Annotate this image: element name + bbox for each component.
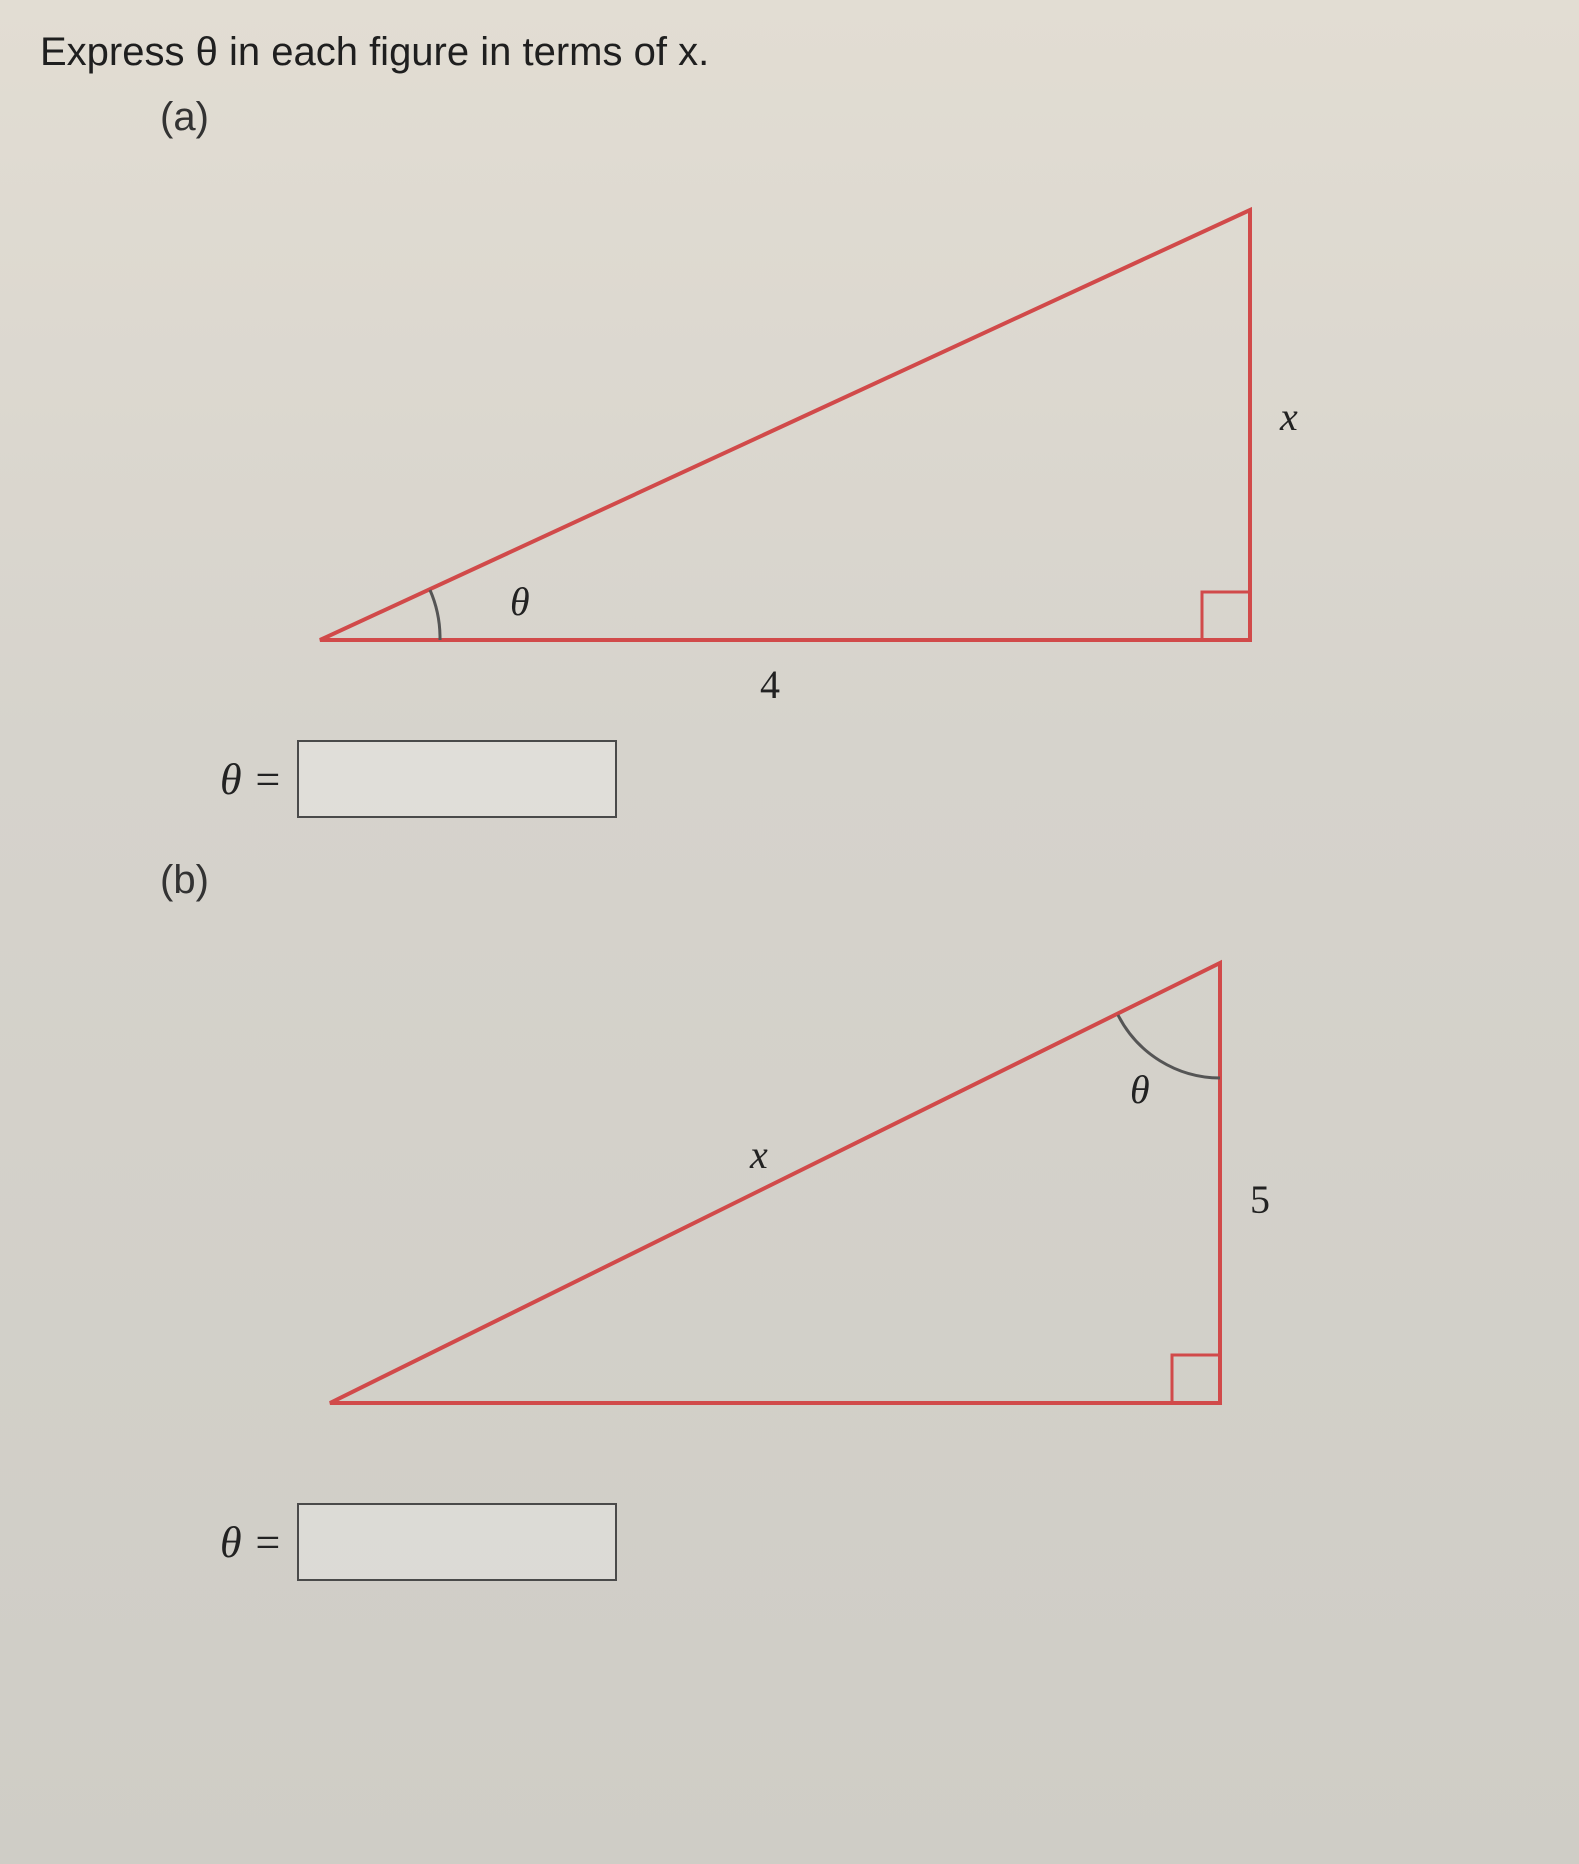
adjacent-label-a: 4 <box>760 662 780 707</box>
hypotenuse-label-b: x <box>749 1132 768 1177</box>
figure-a: θ 4 x <box>40 150 1539 710</box>
part-b-label: (b) <box>160 858 1539 903</box>
triangle-a-svg: θ 4 x <box>190 150 1390 710</box>
triangle-b-path <box>330 963 1220 1403</box>
opposite-label-a: x <box>1279 394 1298 439</box>
angle-label-b: θ <box>1130 1067 1150 1112</box>
right-angle-marker-a <box>1202 592 1250 640</box>
exercise-page: Express θ in each figure in terms of x. … <box>0 0 1579 1864</box>
answer-input-b[interactable] <box>297 1503 617 1581</box>
exercise-prompt: Express θ in each figure in terms of x. <box>40 30 1539 75</box>
answer-prefix-b: θ = <box>220 1517 282 1568</box>
opposite-label-b: 5 <box>1250 1177 1270 1222</box>
triangle-a-path <box>320 210 1250 640</box>
answer-row-a: θ = <box>220 740 1539 818</box>
figure-b: θ x 5 <box>40 913 1539 1473</box>
answer-row-b: θ = <box>220 1503 1539 1581</box>
answer-input-a[interactable] <box>297 740 617 818</box>
right-angle-marker-b <box>1172 1355 1220 1403</box>
angle-label-a: θ <box>510 579 530 624</box>
triangle-b-svg: θ x 5 <box>190 913 1390 1473</box>
part-a-label: (a) <box>160 95 1539 140</box>
angle-arc-a <box>430 590 440 640</box>
answer-prefix-a: θ = <box>220 754 282 805</box>
